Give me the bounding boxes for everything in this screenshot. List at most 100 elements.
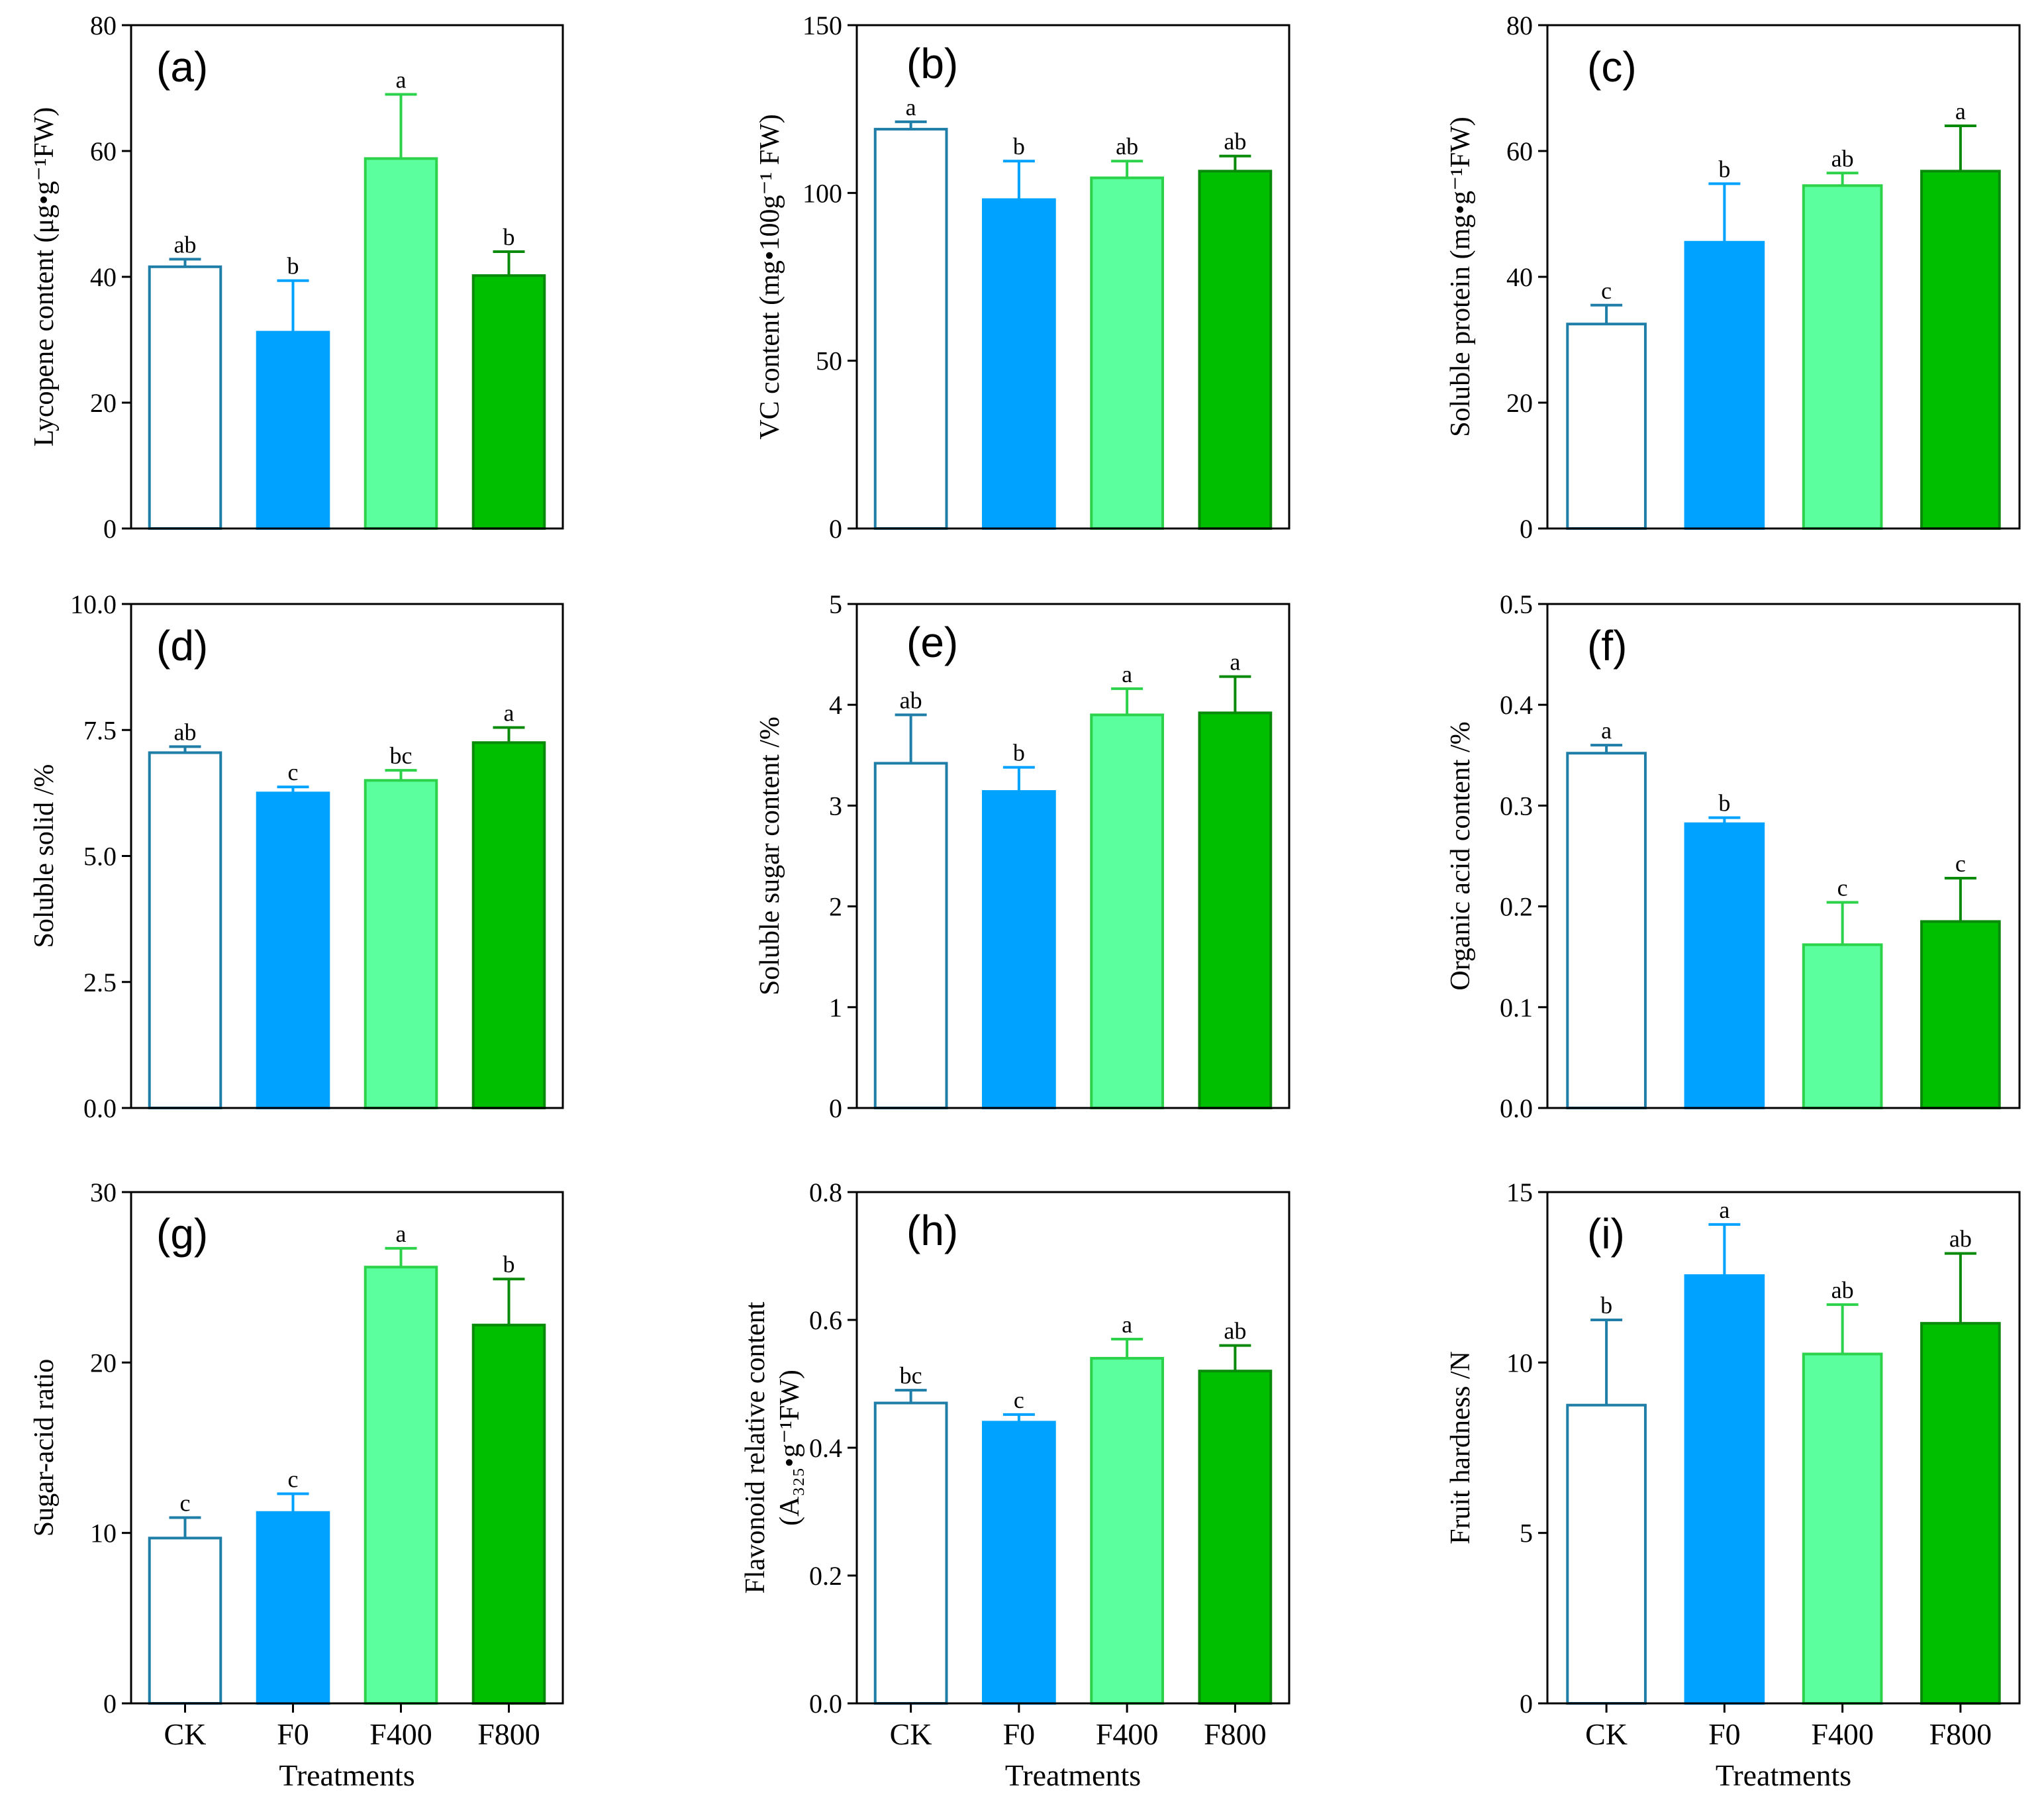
bar-f0 — [982, 1421, 1056, 1705]
significance-label: c — [180, 1490, 191, 1517]
y-tick-label: 40 — [90, 262, 117, 292]
significance-label: ab — [1224, 1318, 1246, 1344]
plot-frame — [855, 603, 1290, 1109]
significance-label: ab — [174, 719, 197, 745]
bar-f800 — [1920, 170, 2001, 530]
y-tick-label: 0.8 — [809, 1178, 842, 1207]
y-tick-label: 7.5 — [83, 715, 117, 745]
y-axis-label: Flavonoid relative content — [740, 1301, 771, 1593]
significance-label: c — [1955, 850, 1966, 877]
y-tick-label: 0.0 — [809, 1689, 842, 1719]
panel-i: 0 5 10 15 b CK a F0 ab F400 ab F800 (i) Fruit hardnes… — [1445, 1178, 2021, 1792]
bar-f0 — [982, 198, 1056, 530]
significance-label: ab — [1831, 145, 1854, 172]
significance-label: ab — [1116, 133, 1138, 160]
y-axis-label: Soluble sugar content /% — [755, 717, 785, 995]
bar-f0 — [256, 791, 330, 1109]
panel-label: (e) — [906, 619, 958, 666]
bar-ck — [873, 1401, 948, 1705]
bar-f400 — [1802, 184, 1883, 530]
bar-ck — [873, 128, 948, 530]
y-tick-label: 10 — [1506, 1348, 1533, 1378]
panel-d: 0.0 2.5 5.0 7.5 10.0 ab c bc a (d) Soluble solid /… — [29, 589, 564, 1123]
y-tick-label: 80 — [1506, 11, 1533, 40]
significance-label: a — [1719, 1197, 1729, 1223]
bar-ck — [148, 751, 222, 1109]
bar-f800 — [1198, 170, 1273, 530]
bar-f800 — [471, 1323, 546, 1705]
significance-label: c — [288, 759, 299, 785]
bar-f0 — [256, 330, 330, 530]
bar-f800 — [471, 741, 546, 1109]
bar-f800 — [1920, 920, 2001, 1110]
significance-label: a — [1122, 661, 1132, 687]
y-tick-label: 0.5 — [1500, 589, 1533, 619]
y-tick-label: 20 — [90, 388, 117, 418]
bar-f0 — [1684, 240, 1765, 530]
bar-f0 — [256, 1511, 330, 1705]
bar-f0 — [1684, 1274, 1765, 1705]
y-tick-label: 2 — [829, 892, 842, 922]
bar-ck — [1566, 1403, 1647, 1705]
plot-frame — [1546, 603, 2021, 1109]
x-tick-label: F400 — [1811, 1717, 1874, 1751]
y-tick-label: 5 — [1520, 1519, 1533, 1548]
significance-label: ab — [1831, 1277, 1854, 1303]
y-tick-label: 0.1 — [1500, 993, 1533, 1023]
y-tick-label: 60 — [1506, 136, 1533, 166]
y-axis-label: Soluble solid /% — [29, 764, 60, 948]
x-tick-label: CK — [164, 1717, 207, 1751]
y-tick-label: 5.0 — [83, 842, 117, 872]
significance-label: b — [1013, 740, 1025, 766]
significance-label: c — [1837, 875, 1848, 901]
significance-label: b — [1718, 156, 1730, 182]
x-tick-label: CK — [890, 1717, 932, 1751]
significance-label: a — [396, 67, 407, 93]
y-tick-label: 150 — [803, 11, 842, 40]
bar-f800 — [471, 274, 546, 530]
bar-f400 — [364, 779, 438, 1109]
y-tick-label: 0.3 — [1500, 791, 1533, 821]
significance-label: b — [1600, 1292, 1612, 1319]
y-tick-label: 60 — [90, 136, 117, 166]
plot-frame — [130, 1191, 564, 1705]
x-tick-label: F400 — [369, 1717, 432, 1751]
y-tick-label: 0.2 — [809, 1561, 842, 1591]
y-tick-label: 0.0 — [83, 1093, 117, 1123]
x-axis-label: Treatments — [1716, 1758, 1851, 1792]
y-tick-label: 0 — [829, 514, 842, 544]
significance-label: a — [504, 699, 514, 726]
x-tick-label: F400 — [1096, 1717, 1159, 1751]
significance-label: c — [1014, 1387, 1024, 1413]
y-tick-label: 0 — [829, 1093, 842, 1123]
significance-label: a — [1230, 649, 1240, 676]
y-axis-label-line2: (A₃₂₅•g⁻¹FW) — [775, 1370, 805, 1526]
bar-f400 — [1090, 1356, 1164, 1705]
bar-ck — [1566, 323, 1647, 530]
y-tick-label: 3 — [829, 791, 842, 821]
y-axis-label: Lycopene content (μg•g⁻¹FW) — [29, 107, 60, 447]
y-tick-label: 30 — [90, 1178, 117, 1207]
panel-label: (i) — [1587, 1210, 1625, 1258]
y-tick-label: 0.4 — [1500, 690, 1533, 720]
panel-c: 0 20 40 60 80 c b ab a (c) Soluble protein (mg•g⁻¹… — [1445, 11, 2021, 544]
plot-frame — [855, 24, 1290, 530]
x-axis-label: Treatments — [1005, 1758, 1141, 1792]
y-tick-label: 40 — [1506, 262, 1533, 292]
panel-h: 0.0 0.2 0.4 0.6 0.8 bc CK c F0 a F400 ab F800 (h) Flav… — [740, 1178, 1290, 1792]
x-tick-label: F0 — [1708, 1717, 1741, 1751]
significance-label: bc — [390, 742, 413, 769]
y-tick-label: 5 — [829, 589, 842, 619]
y-tick-label: 50 — [816, 346, 842, 376]
significance-label: b — [1013, 133, 1025, 160]
significance-label: bc — [900, 1362, 922, 1389]
y-tick-label: 0.2 — [1500, 892, 1533, 922]
y-axis-label: Fruit hardness /N — [1445, 1351, 1476, 1544]
significance-label: a — [1601, 717, 1612, 744]
y-tick-label: 0 — [1520, 1689, 1533, 1719]
significance-label: c — [288, 1466, 299, 1492]
significance-label: ab — [174, 231, 197, 258]
y-tick-label: 20 — [90, 1348, 117, 1378]
